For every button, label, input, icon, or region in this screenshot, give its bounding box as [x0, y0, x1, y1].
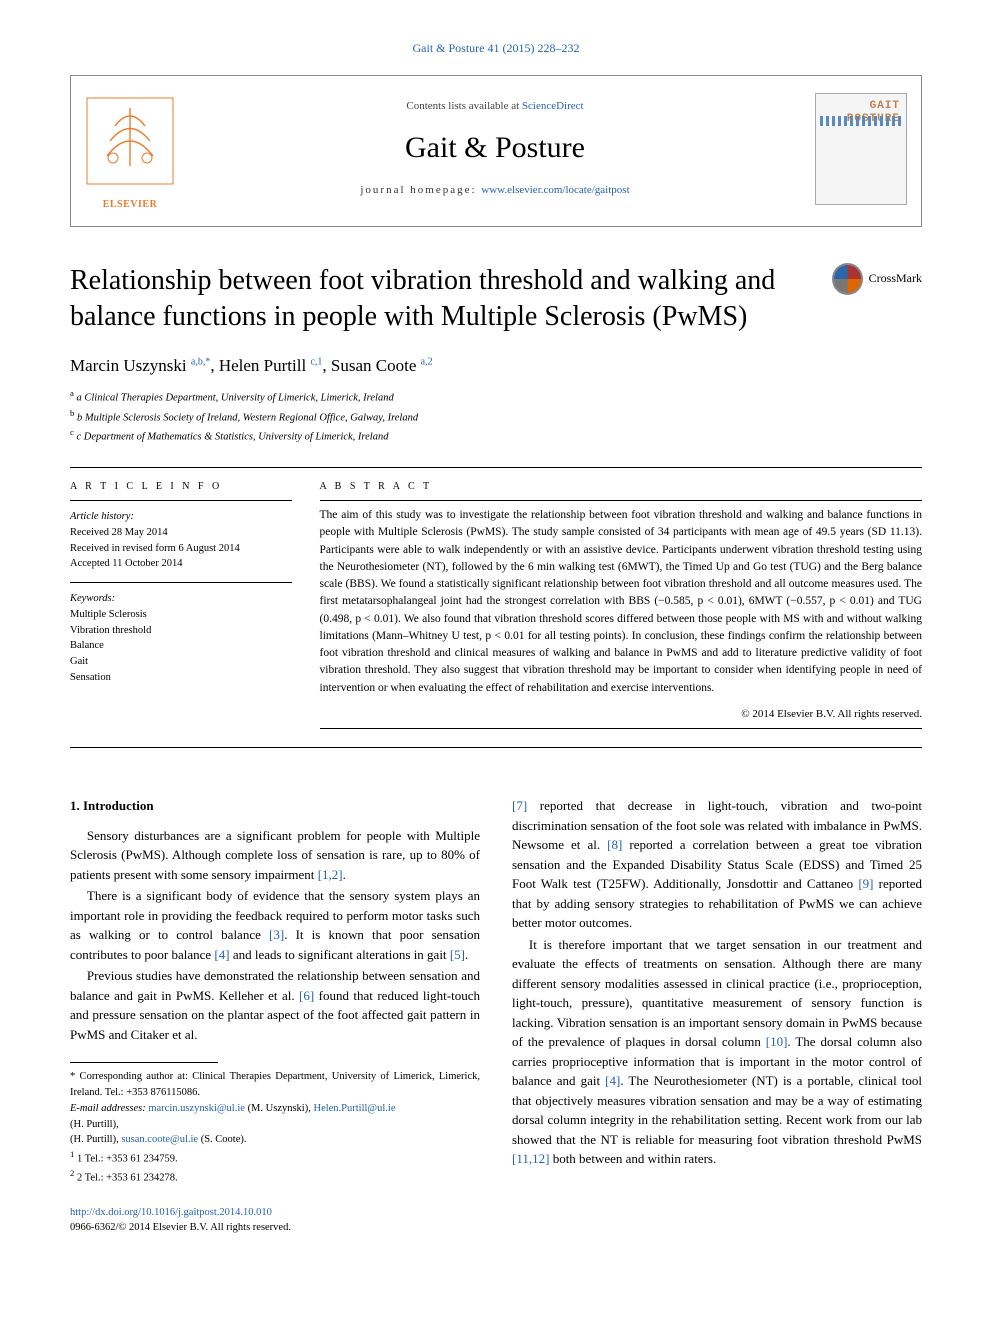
abstract-column: A B S T R A C T The aim of this study wa…	[320, 480, 922, 735]
journal-homepage-line: journal homepage: www.elsevier.com/locat…	[187, 183, 803, 198]
footnote-divider	[70, 1062, 218, 1063]
revised-date: Received in revised form 6 August 2014	[70, 541, 292, 557]
citation-link[interactable]: [4]	[605, 1073, 620, 1088]
body-paragraph: Previous studies have demonstrated the r…	[70, 966, 480, 1044]
crossmark-label: CrossMark	[869, 271, 922, 287]
crossmark-icon	[832, 263, 863, 295]
citation-link[interactable]: [8]	[607, 837, 622, 852]
body-paragraph: There is a significant body of evidence …	[70, 886, 480, 964]
email-link[interactable]: marcin.uszynski@ul.ie	[148, 1103, 245, 1114]
journal-cover-thumb[interactable]: GAIT POSTURE	[815, 93, 907, 205]
journal-name: Gait & Posture	[187, 127, 803, 169]
divider	[70, 582, 292, 583]
tel2: 2 2 Tel.: +353 61 234278.	[70, 1167, 480, 1186]
article-info-column: A R T I C L E I N F O Article history: R…	[70, 480, 292, 735]
divider	[320, 728, 922, 729]
crossmark-badge[interactable]: CrossMark	[832, 263, 922, 295]
cover-line1: GAIT	[847, 100, 900, 113]
affiliations: a a Clinical Therapies Department, Unive…	[70, 387, 922, 445]
issn-line: 0966-6362/© 2014 Elsevier B.V. All right…	[70, 1220, 922, 1236]
tel1: 1 1 Tel.: +353 61 234759.	[70, 1148, 480, 1167]
doi-link[interactable]: http://dx.doi.org/10.1016/j.gaitpost.201…	[70, 1207, 272, 1218]
contents-lists-line: Contents lists available at ScienceDirec…	[187, 99, 803, 114]
citation-link[interactable]: [7]	[512, 798, 527, 813]
citation-link[interactable]: [6]	[299, 988, 314, 1003]
history-label: Article history:	[70, 509, 292, 525]
divider	[320, 500, 922, 501]
authors-line: Marcin Uszynski a,b,*, Helen Purtill c,1…	[70, 354, 922, 378]
journal-header: ELSEVIER Contents lists available at Sci…	[70, 75, 922, 227]
accepted-date: Accepted 11 October 2014	[70, 556, 292, 572]
body-paragraph: Sensory disturbances are a significant p…	[70, 826, 480, 885]
keywords-label: Keywords:	[70, 591, 292, 607]
article-title: Relationship between foot vibration thre…	[70, 263, 922, 336]
body-paragraph: It is therefore important that we target…	[512, 935, 922, 1169]
keyword: Balance	[70, 638, 292, 654]
sciencedirect-link[interactable]: ScienceDirect	[522, 100, 584, 112]
citation-link[interactable]: [5]	[450, 947, 465, 962]
affiliation-b: b b Multiple Sclerosis Society of Irelan…	[70, 407, 922, 426]
citation-link[interactable]: [9]	[858, 876, 873, 891]
abstract-heading: A B S T R A C T	[320, 480, 922, 494]
email-link[interactable]: Helen.Purtill@ul.ie	[313, 1103, 395, 1114]
keyword: Vibration threshold	[70, 623, 292, 639]
citation-link[interactable]: [4]	[214, 947, 229, 962]
keyword: Sensation	[70, 670, 292, 686]
body-paragraph: [7] reported that decrease in light-touc…	[512, 796, 922, 933]
citation-link[interactable]: [3]	[269, 927, 284, 942]
journal-homepage-link[interactable]: www.elsevier.com/locate/gaitpost	[481, 184, 629, 196]
keyword: Gait	[70, 654, 292, 670]
doi-block: http://dx.doi.org/10.1016/j.gaitpost.201…	[70, 1205, 922, 1237]
footnotes: * Corresponding author at: Clinical Ther…	[70, 1069, 480, 1186]
citation-link[interactable]: [1,2]	[318, 867, 343, 882]
divider	[70, 500, 292, 501]
citation-link[interactable]: [10]	[766, 1034, 788, 1049]
article-info-heading: A R T I C L E I N F O	[70, 480, 292, 494]
top-citation[interactable]: Gait & Posture 41 (2015) 228–232	[70, 40, 922, 57]
divider	[70, 467, 922, 468]
elsevier-logo[interactable]: ELSEVIER	[85, 86, 175, 212]
divider	[70, 747, 922, 748]
abstract-copyright: © 2014 Elsevier B.V. All rights reserved…	[320, 707, 922, 722]
cover-stripes-icon	[820, 116, 902, 126]
abstract-text: The aim of this study was to investigate…	[320, 507, 922, 697]
corresponding-author: * Corresponding author at: Clinical Ther…	[70, 1069, 480, 1101]
section-heading: 1. Introduction	[70, 796, 480, 816]
citation-link[interactable]: [11,12]	[512, 1151, 549, 1166]
email-addresses: E-mail addresses: marcin.uszynski@ul.ie …	[70, 1101, 480, 1148]
keyword: Multiple Sclerosis	[70, 607, 292, 623]
affiliation-a: a a Clinical Therapies Department, Unive…	[70, 387, 922, 406]
received-date: Received 28 May 2014	[70, 525, 292, 541]
publisher-name: ELSEVIER	[85, 198, 175, 212]
affiliation-c: c c Department of Mathematics & Statisti…	[70, 426, 922, 445]
email-link[interactable]: susan.coote@ul.ie	[121, 1134, 198, 1145]
